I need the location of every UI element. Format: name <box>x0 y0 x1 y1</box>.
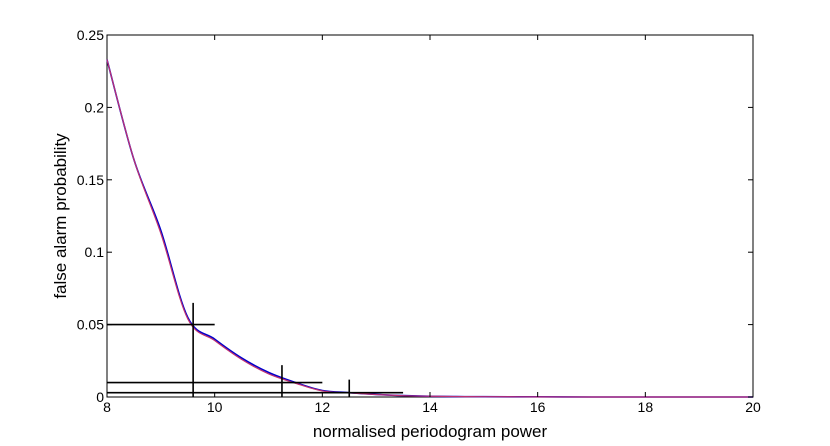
ticks-layer: 8 10 12 14 16 18 20 0 0.05 0.1 0.15 0.2 0.25 <box>77 27 761 415</box>
y-tick-label: 0.1 <box>85 244 105 260</box>
y-tick-label: 0 <box>96 389 104 405</box>
x-tick-label: 18 <box>638 399 654 415</box>
y-tick-label: 0.2 <box>85 99 105 115</box>
y-tick-label: 0.05 <box>77 317 104 333</box>
reference-lines-layer <box>107 302 404 397</box>
x-axis-label: normalised periodogram power <box>313 422 548 441</box>
x-tick-label: 14 <box>422 399 438 415</box>
x-tick-label: 10 <box>207 399 223 415</box>
x-tick-label: 12 <box>315 399 331 415</box>
plot-area <box>106 34 754 398</box>
y-axis-label: false alarm probability <box>51 133 70 299</box>
x-tick-label: 16 <box>530 399 546 415</box>
y-tick-label: 0.15 <box>77 172 104 188</box>
y-tick-label: 0.25 <box>77 27 104 43</box>
x-tick-label: 20 <box>745 399 761 415</box>
x-tick-label: 8 <box>103 399 111 415</box>
